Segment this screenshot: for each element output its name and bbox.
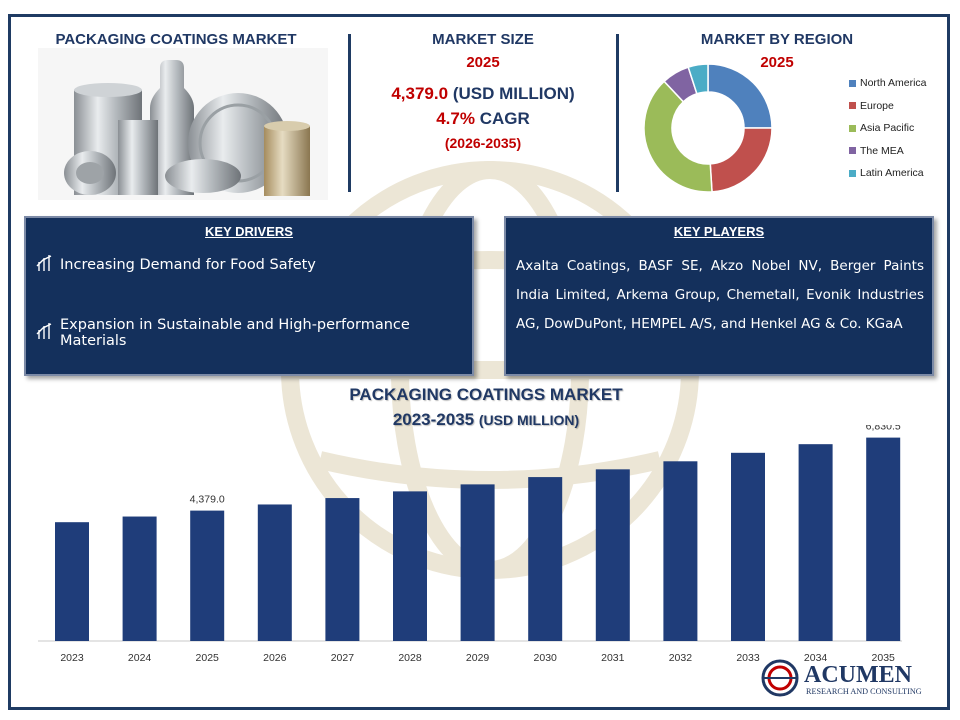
donut-slice-north-america xyxy=(707,63,773,129)
x-tick-label: 2023 xyxy=(60,652,84,664)
cans-image xyxy=(38,48,328,200)
bar-2031 xyxy=(595,469,630,641)
x-tick-label: 2027 xyxy=(331,652,355,664)
market-size-year: 2025 xyxy=(466,54,500,71)
legend-item: Europe xyxy=(849,95,927,118)
svg-text:RESEARCH AND CONSULTING: RESEARCH AND CONSULTING xyxy=(806,687,922,696)
bar-2032 xyxy=(663,461,698,641)
bar-2027 xyxy=(325,498,360,641)
market-size-value: 4,379.0 xyxy=(391,84,449,103)
x-tick-label: 2028 xyxy=(398,652,422,664)
separator-left xyxy=(348,34,351,192)
bar-2028 xyxy=(393,491,427,641)
region-year: 2025 xyxy=(760,54,794,71)
legend-swatch xyxy=(849,147,856,155)
region-donut-chart xyxy=(643,63,773,193)
bar-chart-icon xyxy=(36,254,52,276)
x-tick-label: 2033 xyxy=(736,652,760,664)
region-title: MARKET BY REGION xyxy=(700,31,854,48)
legend-item: Asia Pacific xyxy=(849,117,927,140)
key-players-title: KEY PLAYERS xyxy=(673,224,765,239)
forecast-period: (2026-2035) xyxy=(444,135,522,151)
x-tick-label: 2024 xyxy=(128,652,152,664)
bar-2033 xyxy=(731,452,765,641)
infographic-frame xyxy=(8,14,950,710)
x-tick-label: 2034 xyxy=(804,652,828,664)
driver-text: Increasing Demand for Food Safety xyxy=(60,257,316,273)
market-size-title: MARKET SIZE xyxy=(432,31,534,48)
x-tick-label: 2031 xyxy=(601,652,625,664)
left-title: PACKAGING COATINGS MARKET xyxy=(55,31,297,48)
svg-text:ACUMEN: ACUMEN xyxy=(804,662,913,688)
key-players-panel: KEY PLAYERS Axalta Coatings, BASF SE, Ak… xyxy=(504,216,934,376)
donut-slice-asia-pacific xyxy=(643,80,713,193)
market-size-unit: (USD MILLION) xyxy=(452,84,575,103)
bar-chart-icon xyxy=(36,322,52,344)
key-drivers-panel: KEY DRIVERS Increasing Demand for Food S… xyxy=(24,216,474,376)
bar-chart-title: PACKAGING COATINGS MARKET xyxy=(349,385,623,404)
x-tick-label: 2035 xyxy=(872,652,896,664)
x-tick-label: 2026 xyxy=(263,652,287,664)
legend-label: The MEA xyxy=(860,144,904,157)
bar-data-label: 4,379.0 xyxy=(190,494,225,506)
bar-2025 xyxy=(190,510,225,641)
bar-2029 xyxy=(460,484,495,641)
region-legend: North America Europe Asia Pacific The MEA La… xyxy=(849,72,927,185)
bar-chart-subtitle: 2023-2035 (USD MILLION) xyxy=(286,410,686,430)
legend-swatch xyxy=(849,169,856,177)
legend-swatch xyxy=(849,124,856,132)
bar-chart-years: 2023-2035 xyxy=(392,410,475,429)
key-drivers-title: KEY DRIVERS xyxy=(205,224,293,239)
separator-right xyxy=(616,34,619,192)
bar-data-label: 6,830.5 xyxy=(866,425,901,433)
legend-item: The MEA xyxy=(849,140,927,163)
x-tick-label: 2032 xyxy=(669,652,693,664)
bar-2034 xyxy=(798,444,833,641)
legend-label: North America xyxy=(860,77,927,90)
bar-2035 xyxy=(866,437,901,641)
legend-label: Europe xyxy=(860,99,894,112)
market-size-value-line: 4,379.0 (USD MILLION) xyxy=(360,84,606,104)
bar-chart-unit: (USD MILLION) xyxy=(478,412,580,428)
donut-slice-latin-america xyxy=(687,63,709,95)
legend-swatch xyxy=(849,79,856,87)
bar-2030 xyxy=(528,477,563,641)
cagr-value: 4.7% xyxy=(436,109,475,128)
bar-2024 xyxy=(122,516,157,641)
key-players-text: Axalta Coatings, BASF SE, Akzo Nobel NV,… xyxy=(516,258,924,332)
cagr-line: 4.7% CAGR xyxy=(360,109,606,129)
bar-2026 xyxy=(257,504,292,641)
legend-swatch xyxy=(849,102,856,110)
driver-item: Increasing Demand for Food Safety xyxy=(36,254,316,276)
cagr-label: CAGR xyxy=(479,109,530,128)
bar-2023 xyxy=(55,522,89,641)
driver-item: Expansion in Sustainable and High-perfor… xyxy=(36,317,472,349)
x-tick-label: 2029 xyxy=(466,652,490,664)
legend-label: Asia Pacific xyxy=(860,122,915,135)
legend-item: Latin America xyxy=(849,162,927,185)
donut-slice-europe xyxy=(709,127,773,193)
x-tick-label: 2030 xyxy=(534,652,558,664)
x-tick-label: 2025 xyxy=(196,652,220,664)
driver-text: Expansion in Sustainable and High-perfor… xyxy=(60,317,410,349)
acumen-logo: ACUMEN RESEARCH AND CONSULTING xyxy=(761,659,922,697)
legend-label: Latin America xyxy=(860,167,924,180)
legend-item: North America xyxy=(849,72,927,95)
market-bar-chart: 2023 2024 2025 4,379.0 2026 2027 2028 2029 2030 2… xyxy=(38,425,902,664)
